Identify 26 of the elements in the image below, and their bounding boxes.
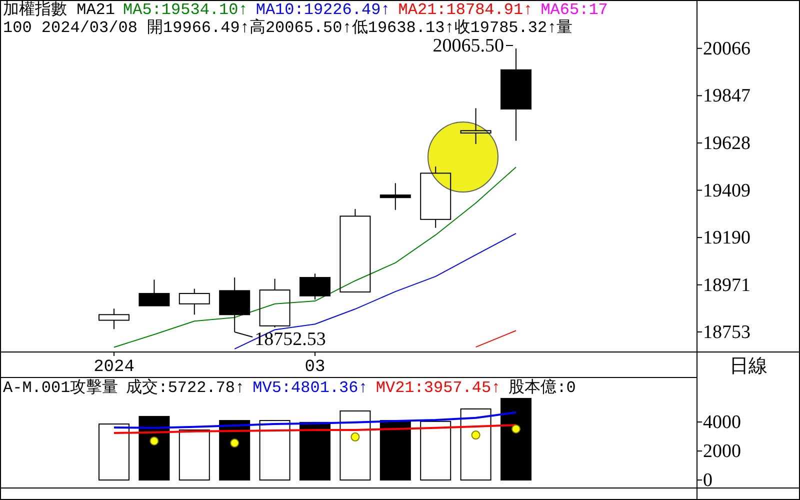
y-tick-label: 19190 (703, 228, 750, 249)
y-tick-label: 19628 (703, 132, 750, 154)
y-tick-label: 4000 (703, 412, 741, 433)
y-tick-label: 18971 (703, 274, 750, 296)
x-tick-label: 2024 (94, 358, 134, 377)
y-tick-label: 19409 (703, 180, 750, 202)
series-label: MV5:4801.36↑ (252, 379, 368, 397)
y-tick-label: 18753 (703, 322, 750, 343)
text: 日線 (730, 356, 768, 378)
y-tick-label: 0 (703, 470, 712, 492)
y-tick-label: 2000 (703, 441, 741, 462)
chart-title: 加權指數 MA21 (3, 0, 116, 19)
y-tick-label: 20066 (703, 38, 750, 60)
text: MA21:18784.91↑ (398, 1, 533, 19)
annotation: 成交:5722.78↑ (126, 378, 245, 397)
chart-title: A-M.001攻擊量 (3, 378, 118, 397)
annotation: 18752.53 (254, 329, 326, 350)
annotation: 20065.50 (432, 35, 504, 56)
text: MA5:19534.10↑ (123, 1, 248, 19)
annotation: 股本億:0 (508, 378, 576, 397)
y-tick-label: 19847 (703, 86, 750, 107)
legend-label: MA65:17 (540, 1, 608, 19)
x-tick-label: 03 (304, 358, 326, 377)
series-label: MV21:3957.45↑ (376, 379, 501, 397)
text: MA10:19226.49↑ (256, 1, 390, 19)
text: 100 2024/03/08 開19966.49↑高20065.50↑低19638.13↑收19785.32↑量 (3, 18, 573, 37)
